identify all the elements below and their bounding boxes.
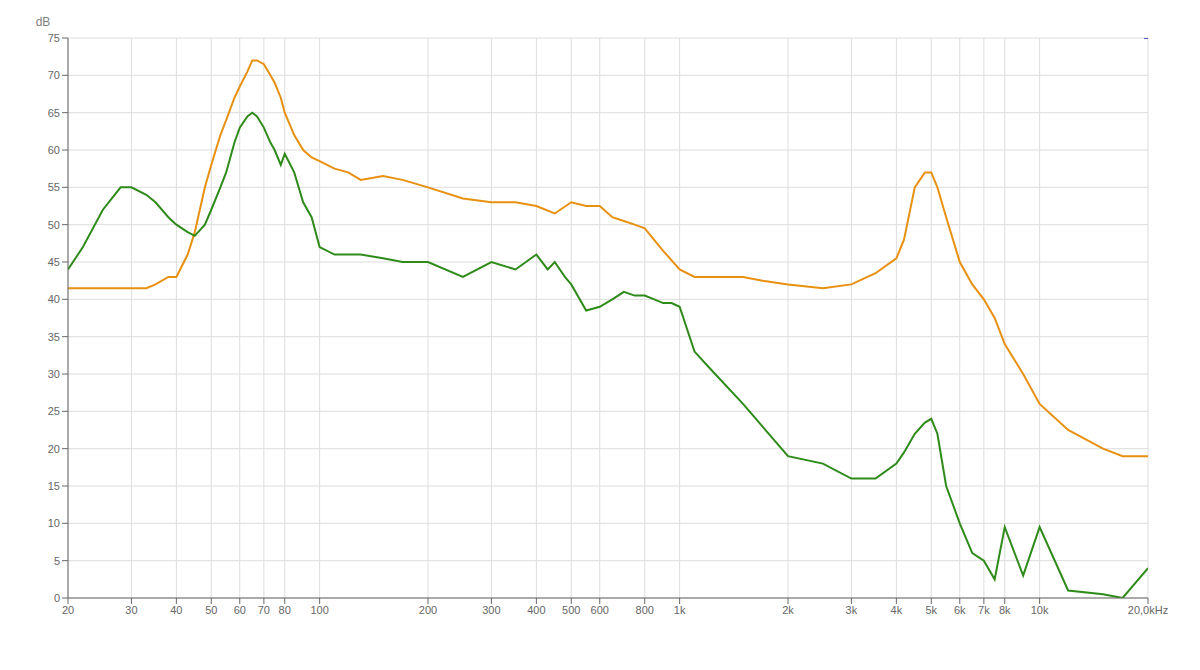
svg-text:400: 400: [527, 604, 545, 616]
svg-text:75: 75: [48, 32, 60, 44]
svg-text:60: 60: [48, 144, 60, 156]
svg-text:200: 200: [419, 604, 437, 616]
svg-text:10k: 10k: [1031, 604, 1049, 616]
svg-text:80: 80: [279, 604, 291, 616]
svg-text:500: 500: [562, 604, 580, 616]
svg-text:50: 50: [205, 604, 217, 616]
svg-text:70: 70: [258, 604, 270, 616]
svg-text:600: 600: [591, 604, 609, 616]
svg-text:15: 15: [48, 480, 60, 492]
svg-text:55: 55: [48, 181, 60, 193]
svg-text:20: 20: [62, 604, 74, 616]
svg-text:35: 35: [48, 331, 60, 343]
svg-text:800: 800: [636, 604, 654, 616]
svg-text:5k: 5k: [925, 604, 937, 616]
svg-text:8k: 8k: [999, 604, 1011, 616]
svg-text:0: 0: [54, 592, 60, 604]
svg-text:dB: dB: [36, 15, 51, 29]
svg-text:6k: 6k: [954, 604, 966, 616]
svg-text:30: 30: [48, 368, 60, 380]
svg-text:50: 50: [48, 219, 60, 231]
svg-text:10: 10: [48, 517, 60, 529]
svg-text:20,0kHz: 20,0kHz: [1128, 604, 1168, 616]
svg-text:300: 300: [482, 604, 500, 616]
svg-text:20: 20: [48, 443, 60, 455]
svg-text:25: 25: [48, 405, 60, 417]
svg-text:7k: 7k: [978, 604, 990, 616]
svg-text:65: 65: [48, 107, 60, 119]
svg-text:30: 30: [125, 604, 137, 616]
svg-text:100: 100: [310, 604, 328, 616]
svg-text:40: 40: [48, 293, 60, 305]
svg-text:45: 45: [48, 256, 60, 268]
svg-text:1k: 1k: [674, 604, 686, 616]
svg-text:4k: 4k: [891, 604, 903, 616]
svg-text:3k: 3k: [846, 604, 858, 616]
svg-text:60: 60: [234, 604, 246, 616]
svg-text:5: 5: [54, 555, 60, 567]
svg-text:70: 70: [48, 69, 60, 81]
svg-text:2k: 2k: [782, 604, 794, 616]
svg-text:40: 40: [170, 604, 182, 616]
